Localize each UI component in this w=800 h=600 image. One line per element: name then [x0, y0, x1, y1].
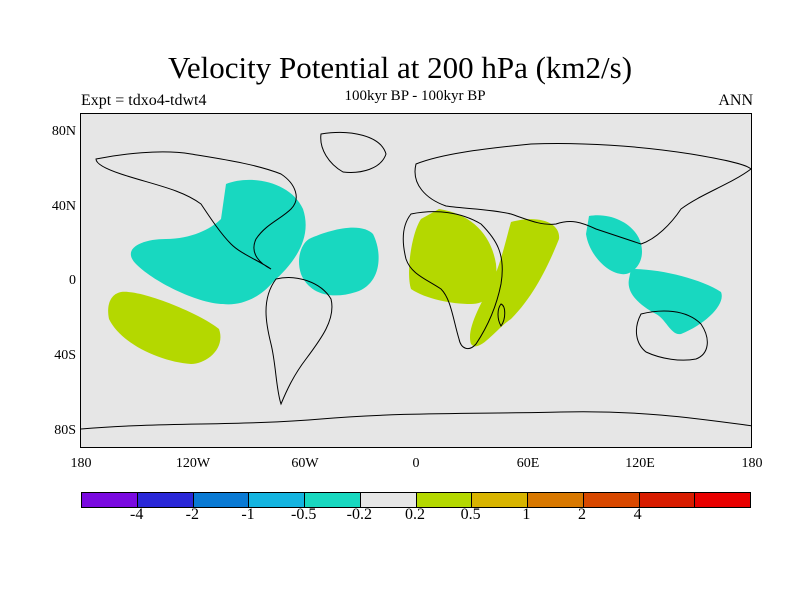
chart-subtitle: 100kyr BP - 100kyr BP: [344, 88, 486, 104]
lon-tick: 60W: [291, 456, 319, 471]
colorbar-label: 4: [633, 506, 642, 523]
coastlines: [81, 131, 751, 430]
colorbar-label: -1: [241, 506, 255, 523]
coast-greenland: [320, 131, 387, 173]
region-maritime-continent: [628, 269, 722, 335]
lat-tick: 80S: [54, 423, 76, 438]
lon-tick: 180: [70, 456, 92, 471]
colorbar-box: [416, 493, 473, 507]
colorbar-label: -4: [129, 506, 144, 523]
colorbar-box: [472, 493, 528, 507]
colorbar-box: [193, 493, 250, 507]
region-atlantic: [298, 227, 379, 296]
season-label: ANN: [718, 92, 753, 109]
colorbar-box: [528, 493, 584, 507]
lon-tick: 0: [412, 456, 420, 471]
colorbar-label: -0.2: [346, 506, 372, 523]
lat-tick: 40S: [54, 348, 76, 363]
map-svg: [81, 131, 751, 430]
colorbar-box: [583, 493, 640, 507]
coast-australia: [635, 310, 708, 361]
colorbar-box: [695, 493, 750, 507]
coast-north-america: [95, 151, 297, 270]
coast-antarctica: [81, 411, 751, 430]
coast-south-america: [265, 277, 333, 406]
colorbar: [81, 492, 751, 508]
coast-europe-asia: [414, 142, 751, 245]
map-panel: [80, 113, 752, 448]
experiment-label: Expt = tdxo4-tdwt4: [81, 92, 207, 109]
colorbar-box: [249, 493, 305, 507]
lon-tick: 120E: [625, 456, 655, 471]
lat-tick: 80N: [51, 124, 76, 139]
lon-tick: 120W: [175, 456, 211, 471]
lon-tick: 180: [741, 456, 763, 471]
coast-madagascar: [497, 303, 506, 327]
region-south-pacific: [108, 291, 221, 364]
colorbar-box: [305, 493, 361, 507]
colorbar-label: 2: [578, 506, 586, 523]
lat-tick: 0: [69, 273, 76, 288]
coast-africa: [402, 211, 503, 350]
colorbar-label: 0.5: [460, 506, 481, 523]
colorbar-box: [360, 493, 417, 507]
colorbar-label: -0.5: [290, 506, 317, 523]
lat-tick: 40N: [51, 199, 76, 214]
colorbar-box: [82, 493, 138, 507]
colorbar-label: -2: [185, 506, 199, 523]
colorbar-box: [137, 493, 194, 507]
lon-tick: 60E: [516, 456, 540, 471]
colorbar-box: [639, 493, 696, 507]
chart-title: Velocity Potential at 200 hPa (km2/s): [167, 50, 633, 85]
region-south-asia: [586, 215, 642, 275]
colorbar-label: 0.2: [405, 506, 425, 523]
region-north-america-pacific: [130, 179, 306, 305]
colorbar-label: 1: [522, 506, 531, 523]
region-africa-west: [409, 209, 497, 304]
